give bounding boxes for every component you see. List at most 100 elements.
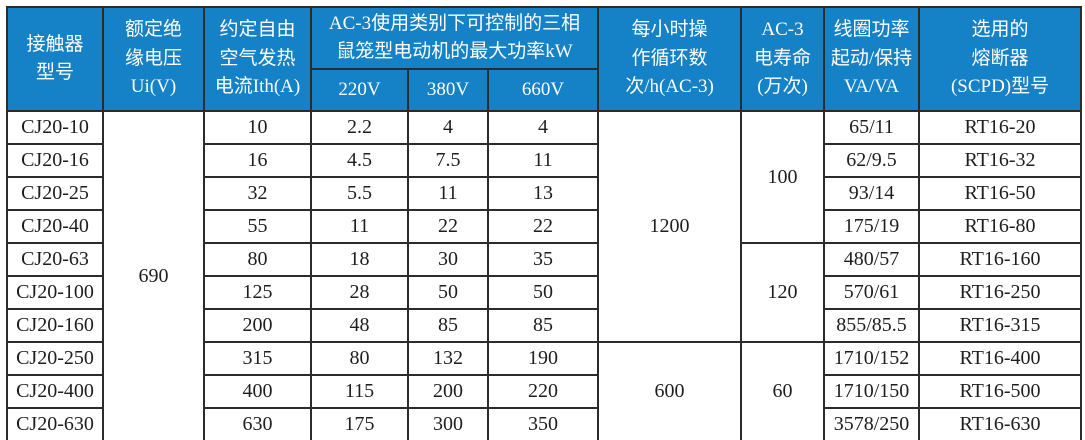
cell-power-380v: 50 xyxy=(407,275,489,310)
cell-power-380v: 11 xyxy=(407,176,489,211)
cell-electrical-life: 100 xyxy=(740,110,826,244)
cell-fuse-model: RT16-80 xyxy=(918,209,1083,244)
cell-power-220v: 175 xyxy=(310,407,409,440)
col-header-electrical-life: AC-3 电寿命 (万次) xyxy=(740,6,826,112)
cell-fuse-model: RT16-250 xyxy=(918,275,1083,310)
table-row: CJ20-250 315 80 132 190 600 60 1710/152 … xyxy=(6,341,1083,440)
cell-power-660v: 50 xyxy=(486,275,600,310)
cell-power-660v: 190 xyxy=(486,341,600,376)
cell-power-220v: 5.5 xyxy=(310,176,409,211)
cell-coil-power: 3578/250 xyxy=(823,407,921,440)
cell-cycles-per-hour: 600 xyxy=(597,341,743,440)
cell-fuse-model: RT16-500 xyxy=(918,374,1083,409)
cell-model: CJ20-10 xyxy=(6,110,104,145)
cell-power-380v: 30 xyxy=(407,242,489,277)
cell-power-660v: 13 xyxy=(486,176,600,211)
table-row: CJ20-100 125 28 50 50 570/61 RT16-250 xyxy=(6,275,1083,310)
cell-power-220v: 11 xyxy=(310,209,409,244)
cell-power-220v: 18 xyxy=(310,242,409,277)
table-row: CJ20-10 690 10 2.2 4 4 1200 100 65/11 RT… xyxy=(6,110,1083,440)
cell-model: CJ20-630 xyxy=(6,407,104,440)
cell-power-220v: 48 xyxy=(310,308,409,343)
cell-thermal-current: 630 xyxy=(203,407,312,440)
cell-thermal-current: 16 xyxy=(203,143,312,178)
cell-power-380v: 22 xyxy=(407,209,489,244)
header-row-voltages: 220V 380V 660V xyxy=(7,68,1081,112)
cell-fuse-model: RT16-20 xyxy=(918,110,1083,145)
cell-power-380v: 300 xyxy=(407,407,489,440)
table-row: CJ20-16 16 4.5 7.5 11 62/9.5 RT16-32 xyxy=(6,143,1083,178)
col-header-fuse-model: 选用的 熔断器 (SCPD)型号 xyxy=(918,6,1083,112)
cell-model: CJ20-250 xyxy=(6,341,104,376)
col-header-thermal-current: 约定自由 空气发热 电流Ith(A) xyxy=(203,6,312,112)
cell-coil-power: 1710/152 xyxy=(823,341,921,376)
cell-model: CJ20-160 xyxy=(6,308,104,343)
cell-power-660v: 22 xyxy=(486,209,600,244)
col-header-220v: 220V xyxy=(310,68,409,112)
cell-power-380v: 200 xyxy=(407,374,489,409)
cell-power-660v: 11 xyxy=(486,143,600,178)
cell-power-220v: 28 xyxy=(310,275,409,310)
contactor-spec-table: 接触器 型号 额定绝 缘电压 Ui(V) 约定自由 空气发热 电流Ith(A) … xyxy=(6,6,1083,440)
cell-model: CJ20-400 xyxy=(6,374,104,409)
cell-thermal-current: 10 xyxy=(203,110,312,145)
cell-power-380v: 7.5 xyxy=(407,143,489,178)
cell-coil-power: 570/61 xyxy=(823,275,921,310)
cell-power-660v: 35 xyxy=(486,242,600,277)
cell-coil-power: 480/57 xyxy=(823,242,921,277)
table-body: CJ20-10 690 10 2.2 4 4 1200 100 65/11 RT… xyxy=(6,110,1083,440)
cell-fuse-model: RT16-160 xyxy=(918,242,1083,277)
cell-model: CJ20-100 xyxy=(6,275,104,310)
col-header-660v: 660V xyxy=(486,68,600,112)
col-header-cycles-per-hour: 每小时操 作循环数 次/h(AC-3) xyxy=(597,6,743,112)
cell-electrical-life: 60 xyxy=(740,341,826,440)
cell-fuse-model: RT16-315 xyxy=(918,308,1083,343)
table-row: CJ20-63 80 18 30 35 120 480/57 RT16-160 xyxy=(6,242,1083,343)
cell-power-220v: 2.2 xyxy=(310,110,409,145)
cell-power-660v: 85 xyxy=(486,308,600,343)
cell-cycles-per-hour: 1200 xyxy=(597,110,743,343)
cell-rated-insulation-voltage: 690 xyxy=(102,110,205,440)
cell-power-380v: 4 xyxy=(407,110,489,145)
cell-thermal-current: 400 xyxy=(203,374,312,409)
cell-power-220v: 80 xyxy=(310,341,409,376)
cell-power-220v: 115 xyxy=(310,374,409,409)
cell-fuse-model: RT16-630 xyxy=(918,407,1083,440)
cell-thermal-current: 125 xyxy=(203,275,312,310)
table-row: CJ20-25 32 5.5 11 13 93/14 RT16-50 xyxy=(6,176,1083,211)
cell-coil-power: 93/14 xyxy=(823,176,921,211)
col-header-rated-insulation-voltage: 额定绝 缘电压 Ui(V) xyxy=(102,6,205,112)
cell-coil-power: 65/11 xyxy=(823,110,921,145)
cell-power-220v: 4.5 xyxy=(310,143,409,178)
cell-power-660v: 4 xyxy=(486,110,600,145)
cell-thermal-current: 315 xyxy=(203,341,312,376)
cell-thermal-current: 32 xyxy=(203,176,312,211)
col-header-380v: 380V xyxy=(407,68,489,112)
cell-electrical-life: 120 xyxy=(740,242,826,343)
cell-model: CJ20-25 xyxy=(6,176,104,211)
cell-model: CJ20-16 xyxy=(6,143,104,178)
col-header-ac3-max-power-group: AC-3使用类别下可控制的三相 鼠笼型电动机的最大功率kW xyxy=(309,6,600,70)
cell-fuse-model: RT16-50 xyxy=(918,176,1083,211)
header-row-group: 接触器 型号 额定绝 缘电压 Ui(V) 约定自由 空气发热 电流Ith(A) … xyxy=(6,6,1083,112)
cell-coil-power: 62/9.5 xyxy=(823,143,921,178)
cell-model: CJ20-63 xyxy=(6,242,104,277)
table-row: CJ20-40 55 11 22 22 175/19 RT16-80 xyxy=(6,209,1083,244)
cell-model: CJ20-40 xyxy=(6,209,104,244)
cell-coil-power: 175/19 xyxy=(823,209,921,244)
table-header: 接触器 型号 额定绝 缘电压 Ui(V) 约定自由 空气发热 电流Ith(A) … xyxy=(6,6,1083,112)
col-header-contactor-model: 接触器 型号 xyxy=(6,6,104,112)
cell-fuse-model: RT16-32 xyxy=(918,143,1083,178)
cell-fuse-model: RT16-400 xyxy=(918,341,1083,376)
cell-coil-power: 1710/150 xyxy=(823,374,921,409)
table-row: CJ20-400 400 115 200 220 1710/150 RT16-5… xyxy=(6,374,1083,409)
cell-thermal-current: 55 xyxy=(203,209,312,244)
table-row: CJ20-160 200 48 85 85 855/85.5 RT16-315 xyxy=(6,308,1083,343)
cell-coil-power: 855/85.5 xyxy=(823,308,921,343)
cell-power-380v: 132 xyxy=(407,341,489,376)
col-header-coil-power: 线圈功率 起动/保持 VA/VA xyxy=(823,6,921,112)
cell-power-660v: 350 xyxy=(486,407,600,440)
cell-thermal-current: 200 xyxy=(203,308,312,343)
cell-power-380v: 85 xyxy=(407,308,489,343)
